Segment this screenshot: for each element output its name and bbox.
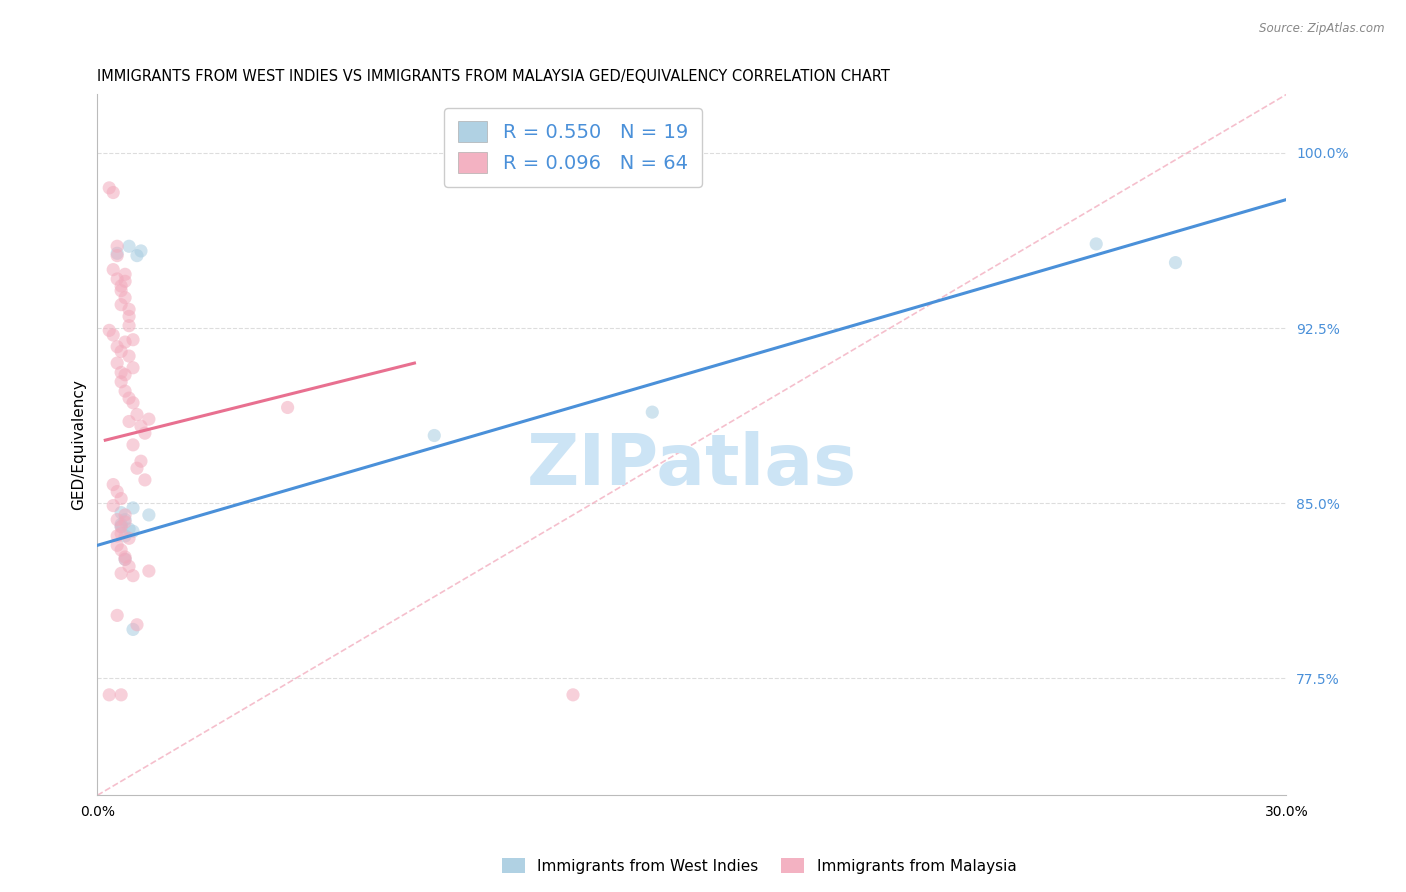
Point	[110, 506, 132, 520]
Point	[114, 384, 136, 398]
Point	[110, 284, 132, 298]
Point	[105, 249, 128, 263]
Point	[122, 524, 145, 539]
Point	[134, 426, 156, 441]
Point	[114, 529, 136, 543]
Point	[125, 408, 148, 422]
Text: Source: ZipAtlas.com: Source: ZipAtlas.com	[1260, 22, 1385, 36]
Point	[125, 249, 148, 263]
Point	[98, 323, 121, 337]
Point	[125, 617, 148, 632]
Point	[110, 526, 132, 541]
Point	[129, 454, 152, 468]
Point	[110, 566, 132, 581]
Point	[118, 391, 141, 405]
Y-axis label: GED/Equivalency: GED/Equivalency	[72, 379, 86, 510]
Point	[110, 375, 132, 389]
Point	[122, 438, 145, 452]
Point	[105, 484, 128, 499]
Point	[118, 302, 141, 317]
Point	[110, 688, 132, 702]
Text: IMMIGRANTS FROM WEST INDIES VS IMMIGRANTS FROM MALAYSIA GED/EQUIVALENCY CORRELAT: IMMIGRANTS FROM WEST INDIES VS IMMIGRANT…	[97, 69, 890, 84]
Point	[114, 552, 136, 566]
Point	[122, 623, 145, 637]
Point	[110, 298, 132, 312]
Point	[114, 368, 136, 382]
Point	[114, 274, 136, 288]
Point	[1085, 236, 1108, 251]
Point	[125, 461, 148, 475]
Point	[114, 515, 136, 529]
Point	[118, 239, 141, 253]
Point	[114, 334, 136, 349]
Point	[277, 401, 299, 415]
Point	[641, 405, 664, 419]
Point	[122, 396, 145, 410]
Point	[98, 181, 121, 195]
Point	[105, 246, 128, 260]
Point	[423, 428, 446, 442]
Point	[114, 268, 136, 282]
Point	[103, 328, 125, 343]
Point	[105, 356, 128, 370]
Point	[138, 564, 160, 578]
Point	[138, 508, 160, 522]
Point	[103, 186, 125, 200]
Point	[105, 340, 128, 354]
Point	[103, 477, 125, 491]
Point	[122, 568, 145, 582]
Point	[129, 244, 152, 258]
Point	[105, 513, 128, 527]
Point	[110, 366, 132, 380]
Point	[118, 531, 141, 545]
Point	[562, 688, 585, 702]
Point	[114, 552, 136, 566]
Legend: R = 0.550   N = 19, R = 0.096   N = 64: R = 0.550 N = 19, R = 0.096 N = 64	[444, 108, 702, 187]
Point	[110, 519, 132, 533]
Point	[114, 291, 136, 305]
Point	[110, 491, 132, 506]
Point	[103, 262, 125, 277]
Point	[110, 519, 132, 533]
Point	[118, 415, 141, 429]
Point	[105, 538, 128, 552]
Point	[118, 349, 141, 363]
Point	[129, 419, 152, 434]
Text: ZIPatlas: ZIPatlas	[527, 432, 858, 500]
Point	[1164, 255, 1187, 269]
Point	[122, 500, 145, 515]
Point	[118, 522, 141, 536]
Point	[105, 272, 128, 286]
Point	[98, 688, 121, 702]
Point	[122, 333, 145, 347]
Point	[103, 499, 125, 513]
Point	[105, 529, 128, 543]
Point	[118, 559, 141, 574]
Point	[114, 508, 136, 522]
Point	[110, 344, 132, 359]
Point	[138, 412, 160, 426]
Legend: Immigrants from West Indies, Immigrants from Malaysia: Immigrants from West Indies, Immigrants …	[496, 852, 1022, 880]
Point	[105, 239, 128, 253]
Point	[134, 473, 156, 487]
Point	[105, 608, 128, 623]
Point	[122, 360, 145, 375]
Point	[114, 513, 136, 527]
Point	[110, 279, 132, 293]
Point	[118, 318, 141, 333]
Point	[110, 517, 132, 532]
Point	[118, 310, 141, 324]
Point	[114, 549, 136, 564]
Point	[110, 543, 132, 558]
